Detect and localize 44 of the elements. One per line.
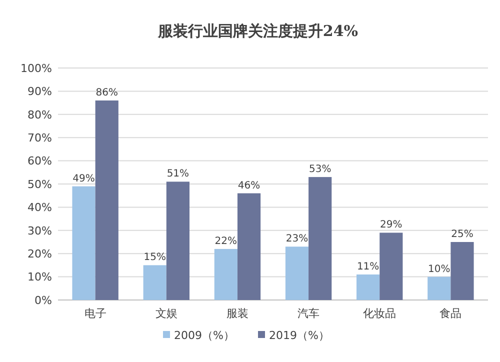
y-tick-label: 30% [28, 224, 52, 238]
chart-title: 服装行业国牌关注度提升24% [156, 22, 358, 40]
y-tick-label: 40% [28, 201, 52, 214]
y-tick-label: 70% [28, 131, 52, 144]
y-tick-label: 60% [28, 154, 52, 168]
text: 22% [214, 236, 238, 247]
x-tick-label: 汽车 [298, 307, 320, 320]
text: 46% [238, 180, 260, 192]
x-tick-label: 食品 [440, 307, 462, 320]
x-tick-label: 电子 [84, 307, 106, 320]
y-tick-label: 100% [20, 62, 52, 75]
bar [143, 265, 166, 300]
bar [356, 274, 380, 300]
legend-label: 2009（%） [174, 328, 234, 342]
y-tick-label: 90% [28, 85, 52, 98]
bar [428, 276, 451, 300]
x-tick-label: 文娱 [155, 307, 178, 320]
y-tick-label: 0% [34, 294, 52, 307]
y-tick-label: 80% [28, 108, 52, 122]
text: 29% [380, 220, 402, 231]
bar [285, 246, 309, 300]
bar [380, 232, 403, 300]
text: 49% [72, 173, 95, 184]
text: 51% [166, 168, 190, 180]
text: 10% [428, 264, 450, 275]
bar [237, 193, 261, 300]
legend-label: 2019（%） [269, 328, 330, 342]
bar [450, 242, 474, 300]
y-tick-label: 10% [28, 270, 52, 284]
text: 86% [96, 87, 118, 98]
x-tick-label: 化妆品 [363, 307, 396, 320]
text: 53% [308, 164, 332, 176]
bar [308, 177, 332, 300]
bar [214, 248, 238, 300]
y-tick-label: 50% [28, 178, 52, 191]
text: 15% [144, 252, 166, 264]
text: 25% [451, 229, 474, 240]
bar [95, 100, 118, 300]
bar [72, 186, 96, 300]
y-tick-label: 20% [28, 247, 52, 260]
text: 23% [286, 234, 308, 245]
x-tick-label: 服装 [226, 307, 248, 320]
bar [166, 182, 190, 300]
text: 11% [356, 261, 380, 272]
